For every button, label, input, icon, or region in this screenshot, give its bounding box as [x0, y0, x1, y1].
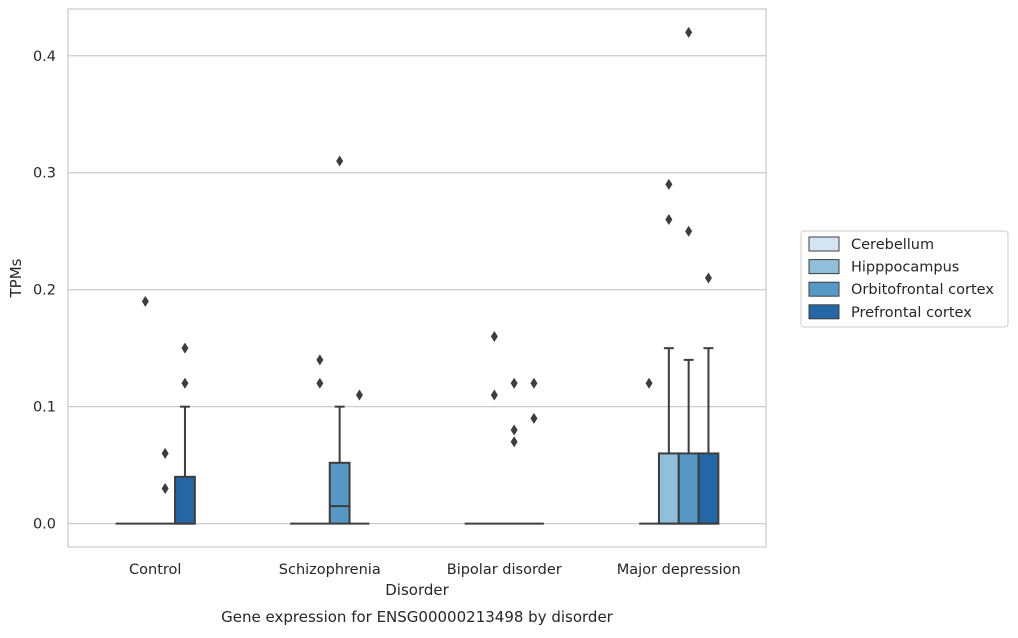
- plot-area-frame: [67, 8, 767, 548]
- legend-swatch: [808, 304, 840, 320]
- outlier-point: [645, 377, 653, 389]
- outlier-point: [510, 436, 518, 448]
- box-iqr: [328, 461, 351, 525]
- legend-frame: [800, 230, 1009, 328]
- box-iqr: [677, 452, 700, 525]
- outlier-point: [355, 389, 363, 401]
- y-tick-label: 0.0: [33, 517, 56, 533]
- box-orbitofrontal-cortex: [328, 155, 351, 525]
- box-cerebellum: [639, 377, 659, 525]
- outlier-point: [141, 295, 149, 307]
- outlier-point: [336, 155, 344, 167]
- y-tick-label: 0.1: [33, 400, 56, 416]
- y-tick-label: 0.2: [33, 283, 56, 299]
- x-tick-label: Bipolar disorder: [447, 562, 562, 578]
- x-tick-labels: Control Schizophrenia Bipolar disorder Majo…: [129, 562, 741, 578]
- x-tick-label: Schizophrenia: [279, 562, 381, 578]
- y-tick-label: 0.3: [33, 166, 56, 182]
- legend-label: Hipppocampus: [851, 260, 959, 276]
- outlier-point: [316, 377, 324, 389]
- legend-swatch: [808, 281, 840, 297]
- box-iqr: [697, 452, 720, 525]
- outlier-point: [685, 26, 693, 38]
- y-tick-label: 0.4: [33, 49, 56, 65]
- outlier-point: [665, 214, 673, 226]
- outlier-point: [490, 389, 498, 401]
- box-prefrontal-cortex: [697, 272, 720, 525]
- box-orbitofrontal-cortex: [155, 447, 176, 525]
- box-orbitofrontal-cortex: [677, 26, 700, 525]
- legend-swatch: [808, 236, 840, 252]
- x-tick-label: Major depression: [617, 562, 741, 578]
- outlier-point: [510, 424, 518, 436]
- box-iqr: [657, 452, 680, 525]
- outlier-point: [530, 412, 538, 424]
- box-hipppocampus: [309, 354, 330, 525]
- figure-caption: Gene expression for ENSG00000213498 by d…: [221, 608, 614, 626]
- box-hipppocampus: [657, 178, 680, 525]
- box-prefrontal-cortex: [349, 389, 370, 525]
- outlier-point: [181, 342, 189, 354]
- box-hipppocampus: [484, 330, 505, 525]
- outlier-point: [161, 447, 169, 459]
- outlier-point: [316, 354, 324, 366]
- box-hipppocampus: [135, 295, 156, 525]
- x-axis-label: Disorder: [385, 581, 449, 599]
- outlier-point: [530, 377, 538, 389]
- box-layer: [115, 26, 720, 525]
- outlier-point: [161, 483, 169, 495]
- box-prefrontal-cortex: [524, 377, 544, 525]
- legend-swatch: [808, 259, 840, 275]
- box-prefrontal-cortex: [174, 342, 196, 525]
- legend-label: Cerebellum: [851, 237, 934, 253]
- outlier-point: [510, 377, 518, 389]
- outlier-point: [490, 330, 498, 342]
- outlier-point: [181, 377, 189, 389]
- legend-label: Orbitofrontal cortex: [851, 282, 994, 298]
- y-tick-labels: 0.0 0.1 0.2 0.3 0.4: [33, 49, 56, 533]
- x-tick-label: Control: [129, 562, 181, 578]
- outlier-point: [704, 272, 712, 284]
- legend-label: Prefrontal cortex: [851, 305, 972, 321]
- box-iqr: [174, 475, 196, 525]
- y-axis-label: TPMs: [7, 258, 25, 298]
- outlier-point: [665, 178, 673, 190]
- outlier-point: [685, 225, 693, 237]
- box-orbitofrontal-cortex: [504, 377, 525, 525]
- legend: Cerebellum Hipppocampus Orbitofrontal cort…: [800, 230, 1009, 328]
